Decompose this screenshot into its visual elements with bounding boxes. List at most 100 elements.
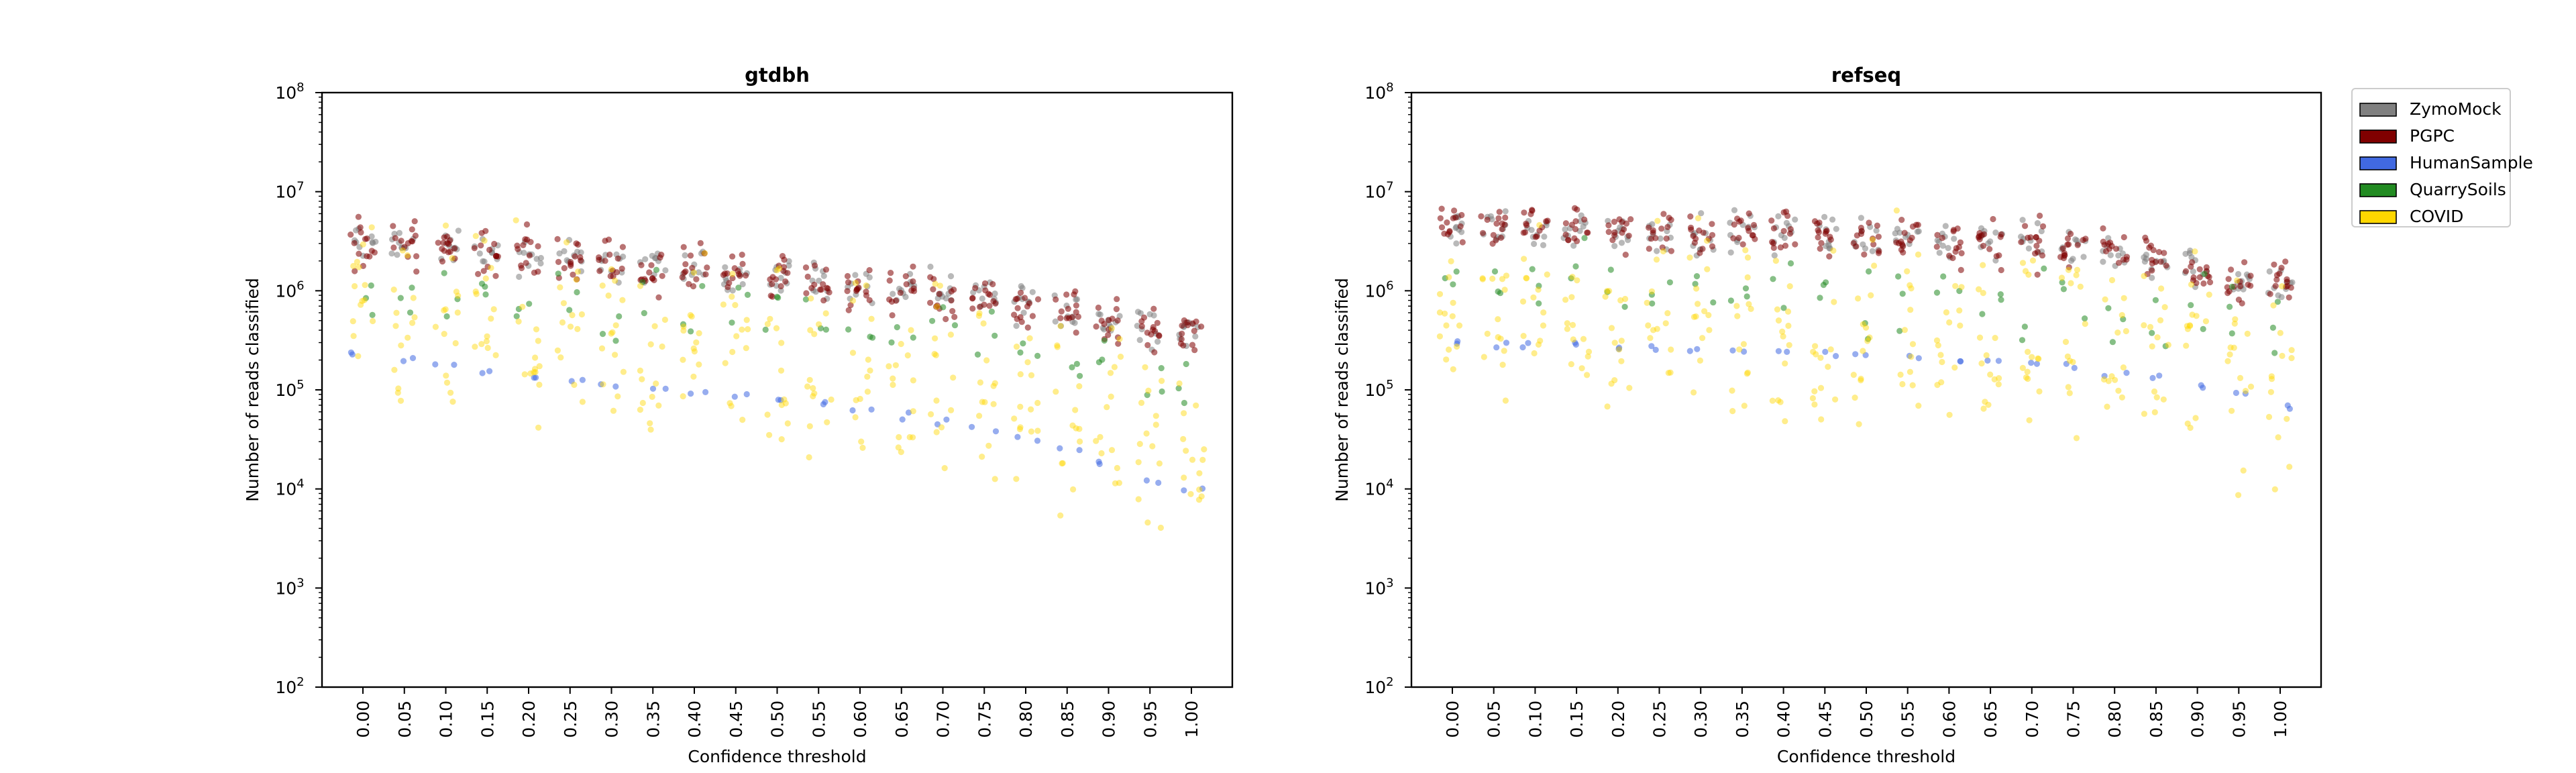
data-point xyxy=(824,419,830,425)
data-point xyxy=(566,237,573,244)
data-point xyxy=(610,407,617,414)
data-point xyxy=(1195,497,1203,503)
data-point xyxy=(2112,376,2118,383)
data-point xyxy=(867,367,873,374)
data-point xyxy=(764,321,771,327)
data-point xyxy=(360,262,367,269)
data-point xyxy=(1943,309,1949,316)
data-point xyxy=(407,309,414,316)
data-point xyxy=(1933,244,1940,250)
data-point xyxy=(1029,313,1036,319)
data-point xyxy=(441,331,447,338)
data-point xyxy=(1063,315,1070,321)
data-point xyxy=(899,416,906,423)
data-point xyxy=(2149,374,2156,382)
data-point xyxy=(2034,271,2041,278)
data-point xyxy=(910,408,916,415)
data-point xyxy=(1017,314,1024,321)
data-point xyxy=(1686,348,1693,354)
data-point xyxy=(1135,459,1142,466)
data-point xyxy=(869,334,876,341)
data-point xyxy=(927,299,934,306)
data-point xyxy=(1017,371,1024,378)
data-point xyxy=(1701,308,1708,315)
data-point xyxy=(1585,348,1593,355)
data-point xyxy=(777,282,784,290)
data-point xyxy=(802,264,810,271)
data-point xyxy=(1818,240,1825,246)
data-point xyxy=(350,333,357,340)
data-point xyxy=(1539,224,1546,231)
data-point xyxy=(1018,319,1025,325)
x-tick-label: 0.65 xyxy=(892,701,912,738)
x-tick-label: 0.00 xyxy=(1443,701,1462,738)
data-point xyxy=(688,313,695,320)
data-point xyxy=(527,370,534,377)
data-point xyxy=(598,381,604,388)
data-point xyxy=(729,293,735,300)
data-point xyxy=(1014,433,1021,440)
data-point xyxy=(866,267,873,274)
data-point xyxy=(354,258,361,265)
data-point xyxy=(2112,246,2120,252)
chart-title: gtdbh xyxy=(745,64,810,87)
data-point xyxy=(398,342,405,349)
data-point xyxy=(1571,235,1578,242)
data-point xyxy=(2066,358,2074,364)
data-point xyxy=(1860,348,1866,354)
data-point xyxy=(1454,343,1460,350)
x-tick-label: 0.50 xyxy=(1857,701,1876,738)
data-point xyxy=(1775,397,1782,404)
data-point xyxy=(1059,460,1065,467)
data-point xyxy=(1752,236,1758,242)
data-point xyxy=(1686,254,1693,261)
data-point xyxy=(897,289,904,296)
data-point xyxy=(1875,250,1882,256)
data-point xyxy=(1443,322,1450,329)
data-point xyxy=(1450,281,1456,288)
data-point xyxy=(1437,215,1444,221)
data-point xyxy=(439,246,445,252)
data-point xyxy=(492,272,499,279)
data-point xyxy=(388,250,395,257)
data-point xyxy=(2060,255,2068,262)
data-point xyxy=(1520,333,1527,340)
data-point xyxy=(2288,355,2295,362)
data-point xyxy=(739,252,745,258)
data-point xyxy=(513,313,520,319)
x-tick-label: 0.85 xyxy=(1058,701,1077,738)
data-point xyxy=(1138,323,1145,329)
legend-label: HumanSample xyxy=(2410,153,2533,172)
data-point xyxy=(951,313,958,320)
data-point xyxy=(988,308,995,315)
data-point xyxy=(986,303,993,309)
data-point xyxy=(948,407,955,414)
data-point xyxy=(523,221,531,228)
data-point xyxy=(439,258,446,265)
data-point xyxy=(1572,225,1579,233)
data-point xyxy=(1438,224,1446,231)
data-point xyxy=(1443,356,1450,363)
data-point xyxy=(731,265,738,272)
data-point xyxy=(1176,380,1183,387)
data-point xyxy=(735,285,742,291)
data-point xyxy=(1746,301,1752,307)
data-point xyxy=(1077,372,1083,379)
data-point xyxy=(1980,262,1986,268)
data-point xyxy=(1709,221,1715,227)
data-point xyxy=(1108,447,1116,454)
data-point xyxy=(1952,282,1959,289)
data-point xyxy=(616,313,623,320)
data-point xyxy=(680,393,686,400)
data-point xyxy=(1783,219,1790,226)
data-point xyxy=(1874,222,1880,229)
data-point xyxy=(2155,249,2163,256)
data-point xyxy=(1786,230,1793,237)
data-point xyxy=(641,310,647,317)
data-point xyxy=(482,283,488,290)
data-point xyxy=(940,304,947,311)
data-point xyxy=(1870,236,1876,242)
data-point xyxy=(1895,273,1902,280)
data-point xyxy=(931,350,938,358)
data-point xyxy=(849,297,857,304)
